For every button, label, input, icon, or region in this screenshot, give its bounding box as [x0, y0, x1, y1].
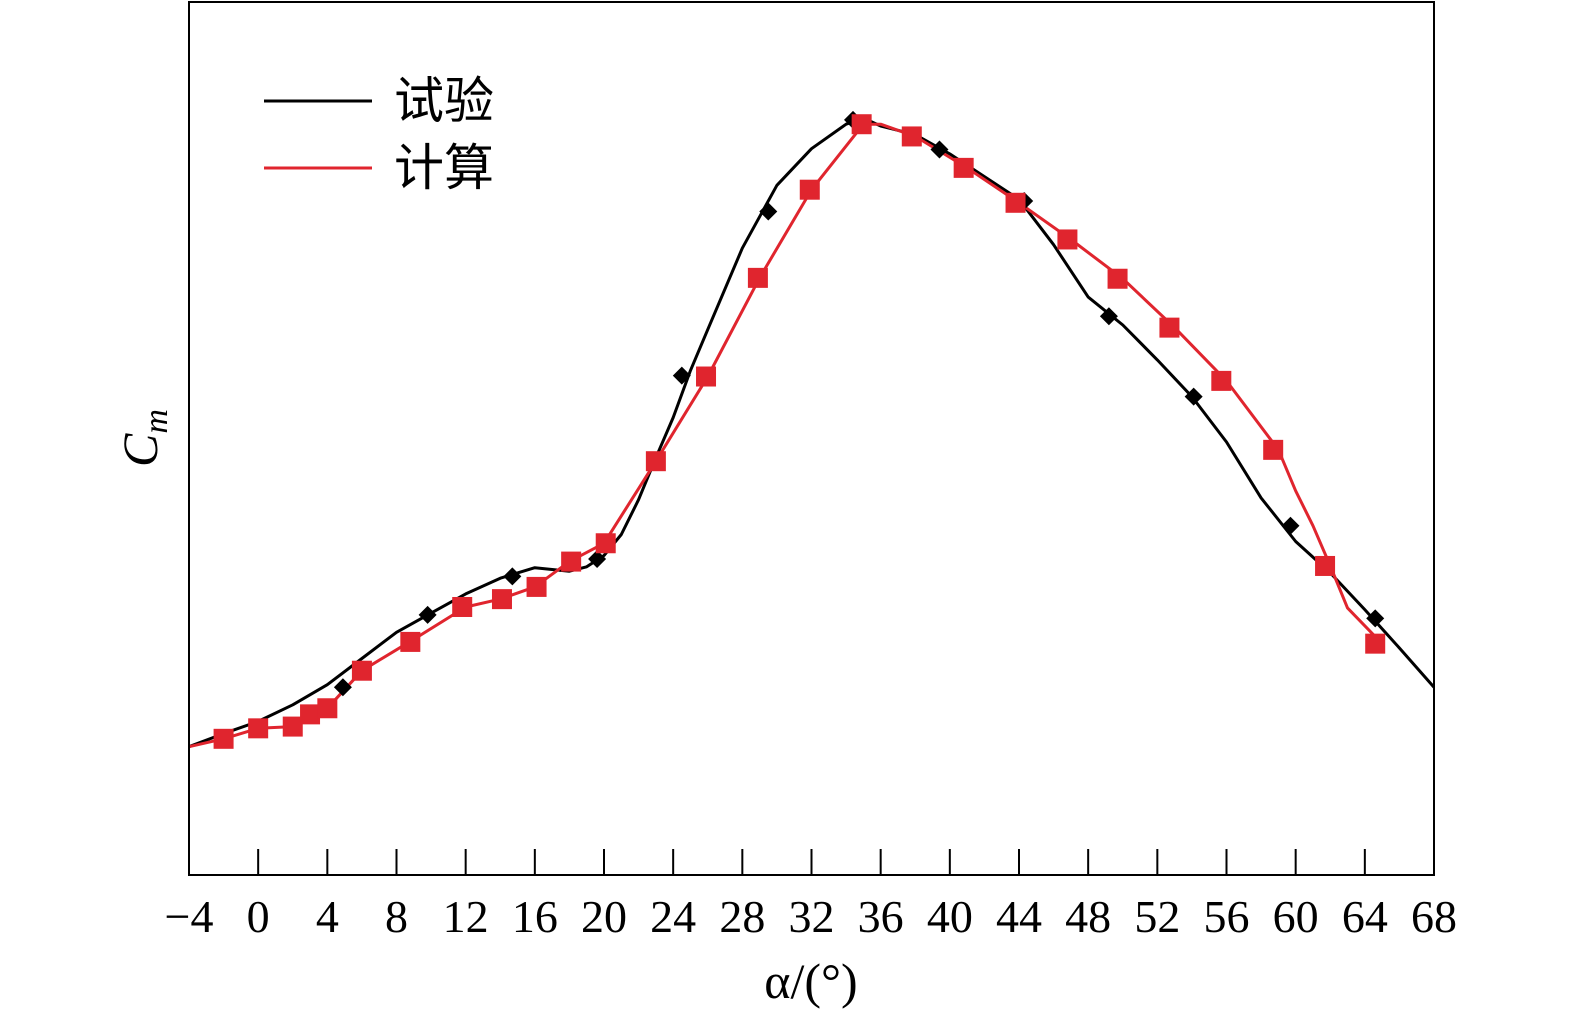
- x-tick-label: 16: [512, 891, 558, 942]
- x-tick-label: 56: [1204, 891, 1250, 942]
- marker-计算: [1365, 633, 1386, 654]
- x-tick-label: 0: [247, 891, 270, 942]
- x-tick-label: 4: [316, 891, 339, 942]
- x-tick-label: 32: [789, 891, 835, 942]
- x-tick-label: 24: [650, 891, 696, 942]
- x-tick-label: 52: [1134, 891, 1180, 942]
- marker-计算: [1005, 192, 1026, 213]
- marker-计算: [747, 267, 768, 288]
- marker-试验: [418, 605, 437, 624]
- marker-试验: [1281, 516, 1300, 535]
- marker-计算: [282, 716, 303, 737]
- x-tick-label: 44: [996, 891, 1042, 942]
- marker-计算: [351, 660, 372, 681]
- marker-计算: [317, 698, 338, 719]
- marker-计算: [213, 728, 234, 749]
- marker-计算: [1057, 229, 1078, 250]
- x-tick-label: 48: [1065, 891, 1111, 942]
- marker-计算: [1107, 268, 1128, 289]
- x-axis-label: α/(°): [764, 953, 857, 1009]
- marker-计算: [851, 114, 872, 135]
- marker-计算: [901, 126, 922, 147]
- marker-计算: [645, 451, 666, 472]
- marker-计算: [452, 596, 473, 617]
- x-tick-label: 12: [443, 891, 489, 942]
- marker-计算: [526, 576, 547, 597]
- marker-试验: [930, 140, 949, 159]
- series-layer: [188, 110, 1436, 749]
- marker-计算: [1263, 439, 1284, 460]
- marker-试验: [503, 567, 522, 586]
- marker-计算: [696, 366, 717, 387]
- legend-label-计算: 计算: [394, 140, 494, 196]
- y-axis-label: Cm: [112, 409, 175, 467]
- marker-试验: [1366, 609, 1385, 628]
- marker-试验: [672, 366, 691, 385]
- marker-试验: [1099, 307, 1118, 326]
- marker-试验: [1184, 387, 1203, 406]
- marker-计算: [595, 533, 616, 554]
- y-axis-label-main: C: [112, 433, 168, 467]
- x-tick-label: 28: [719, 891, 765, 942]
- x-tick-label: 20: [581, 891, 627, 942]
- legend: 试验 计算: [264, 73, 494, 196]
- x-tick-label: −4: [165, 891, 214, 942]
- marker-计算: [1211, 370, 1232, 391]
- x-tick-label: 60: [1273, 891, 1319, 942]
- marker-计算: [561, 551, 582, 572]
- marker-试验: [333, 678, 352, 697]
- x-tick-label: 40: [927, 891, 973, 942]
- marker-计算: [1315, 555, 1336, 576]
- legend-label-试验: 试验: [394, 73, 494, 129]
- plot-frame: [188, 1, 1435, 876]
- marker-试验: [588, 549, 607, 568]
- series-line-试验: [188, 116, 1436, 749]
- marker-计算: [400, 631, 421, 652]
- marker-计算: [491, 589, 512, 610]
- x-tick-marks: [188, 849, 1435, 875]
- marker-计算: [300, 704, 321, 725]
- svg-text:Cm: Cm: [112, 409, 175, 467]
- marker-试验: [759, 202, 778, 221]
- marker-计算: [1159, 317, 1180, 338]
- x-tick-label: 8: [385, 891, 408, 942]
- marker-计算: [953, 157, 974, 178]
- x-tick-label: 64: [1342, 891, 1388, 942]
- x-tick-labels: −4 0 4 8 12 16 20 24 28 32 36 40 44 48 52 56 60 64 68: [165, 891, 1457, 942]
- marker-计算: [248, 718, 269, 739]
- x-tick-label: 36: [858, 891, 904, 942]
- x-tick-label: 68: [1411, 891, 1457, 942]
- y-axis-label-sub: m: [138, 409, 175, 434]
- marker-计算: [799, 179, 820, 200]
